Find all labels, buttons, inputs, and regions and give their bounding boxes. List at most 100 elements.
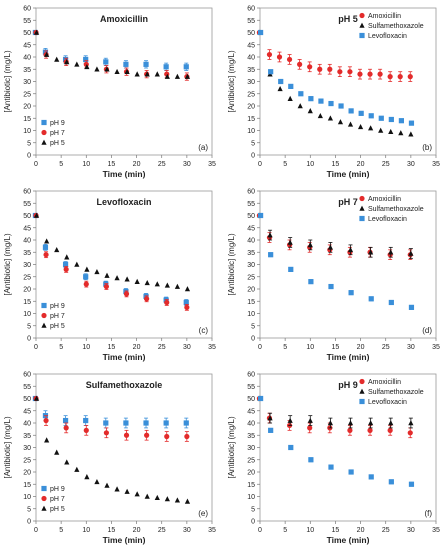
panel-label: (a) <box>198 143 208 152</box>
data-point <box>398 130 404 136</box>
data-point <box>42 244 49 250</box>
legend-marker <box>359 195 365 202</box>
data-point <box>34 395 40 401</box>
data-point <box>347 427 353 433</box>
data-point <box>317 112 323 119</box>
chart-title: pH 5 <box>338 14 358 24</box>
legend-label: Amoxicillin <box>368 379 401 386</box>
y-tick-label: 10 <box>247 311 255 318</box>
data-point <box>64 254 70 260</box>
data-point <box>308 279 314 285</box>
y-tick-label: 5 <box>27 140 31 147</box>
data-point <box>267 415 273 421</box>
data-point <box>43 252 49 258</box>
data-point <box>388 116 394 123</box>
data-point <box>278 78 284 85</box>
data-point <box>114 68 120 74</box>
data-point <box>83 427 89 433</box>
data-point <box>297 103 303 109</box>
y-tick-label: 25 <box>23 274 31 281</box>
panel-label: (d) <box>422 326 432 335</box>
legend-label: Levofloxacin <box>368 216 407 223</box>
y-tick-label: 0 <box>27 153 31 160</box>
data-point <box>44 238 50 244</box>
y-tick-label: 5 <box>251 140 255 147</box>
series-ph-5 <box>34 212 191 292</box>
data-point <box>54 449 60 455</box>
legend: Amoxicillin Sulfamethoxazole Levofloxacin <box>359 378 424 406</box>
data-point <box>387 427 393 433</box>
data-point <box>347 420 354 426</box>
data-point <box>154 494 160 501</box>
x-tick-label: 0 <box>34 527 38 534</box>
y-tick-label: 15 <box>23 299 31 306</box>
data-point <box>54 56 60 62</box>
data-point <box>347 121 354 127</box>
legend-label: Levofloxacin <box>368 33 407 40</box>
data-point <box>298 91 304 97</box>
data-point <box>327 66 333 72</box>
legend-marker <box>359 398 365 405</box>
x-tick-label: 10 <box>82 527 90 534</box>
x-tick-label: 5 <box>283 161 287 168</box>
x-tick-label: 10 <box>82 344 90 351</box>
y-tick-label: 20 <box>23 287 31 294</box>
y-tick-label: 40 <box>247 55 255 62</box>
y-tick-label: 35 <box>247 250 255 257</box>
legend-marker <box>359 388 365 394</box>
x-axis-label: Time (min) <box>327 352 370 362</box>
x-tick-label: 0 <box>34 161 38 168</box>
panel-e: 0 5 10 15 20 25 30 35 40 45 50 55 60 0 5 10 15 20 25 30 35 Ti… <box>3 372 216 546</box>
x-axis-label: Time (min) <box>327 169 370 179</box>
x-tick-label: 5 <box>283 527 287 534</box>
legend-label: Amoxicillin <box>368 13 401 20</box>
y-tick-label: 20 <box>247 287 255 294</box>
legend-marker <box>41 495 47 502</box>
x-tick-label: 30 <box>183 161 191 168</box>
data-point <box>368 420 374 426</box>
data-point <box>94 268 100 275</box>
legend-label: Sulfamethoxazole <box>368 23 424 30</box>
x-tick-label: 15 <box>108 527 116 534</box>
data-point <box>307 108 313 114</box>
data-point <box>154 281 160 287</box>
data-point <box>288 83 294 89</box>
data-point <box>44 51 50 57</box>
data-point <box>84 474 90 480</box>
data-point <box>367 71 373 77</box>
y-tick-label: 0 <box>251 336 255 343</box>
chart-title: Sulfamethoxazole <box>86 380 163 390</box>
data-point <box>74 261 80 267</box>
data-point <box>63 425 69 431</box>
legend-marker <box>41 302 47 309</box>
y-tick-label: 55 <box>247 384 255 391</box>
data-point <box>44 437 50 443</box>
data-point <box>407 430 413 436</box>
data-point <box>114 486 120 492</box>
y-tick-label: 15 <box>247 482 255 489</box>
y-tick-label: 45 <box>247 225 255 232</box>
data-point <box>164 299 170 306</box>
data-point <box>184 286 191 292</box>
series-ph-5 <box>34 29 191 79</box>
panel-label: (c) <box>199 326 209 335</box>
x-tick-label: 20 <box>357 161 365 168</box>
y-tick-label: 60 <box>23 372 31 379</box>
x-tick-label: 0 <box>258 161 262 168</box>
data-point <box>54 246 60 253</box>
data-point <box>74 466 80 472</box>
data-point <box>84 266 90 272</box>
data-point <box>62 417 69 424</box>
data-point <box>258 29 264 36</box>
y-tick-label: 40 <box>247 421 255 428</box>
data-point <box>277 85 283 92</box>
data-point <box>83 56 89 63</box>
data-point <box>368 249 374 255</box>
legend-label: pH 5 <box>50 140 65 147</box>
data-point <box>64 59 70 65</box>
data-point <box>34 212 40 218</box>
legend-marker <box>359 215 365 222</box>
data-point <box>308 96 314 102</box>
data-point <box>328 100 334 107</box>
